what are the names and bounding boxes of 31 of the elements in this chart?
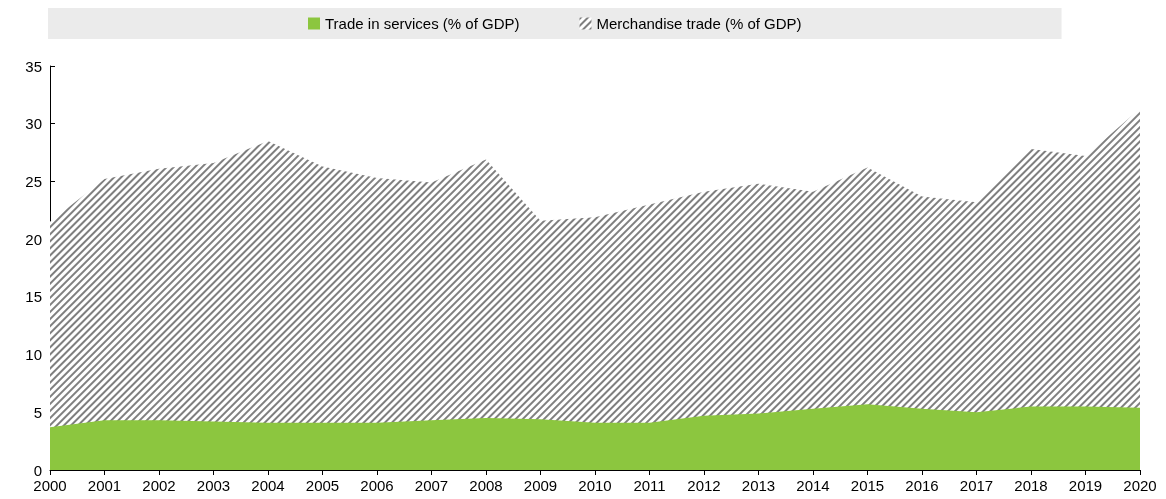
x-tick-label: 2010 bbox=[578, 477, 612, 494]
x-tick-label: 2002 bbox=[142, 477, 176, 494]
x-tick-label: 2014 bbox=[796, 477, 830, 494]
legend-label: Merchandise trade (% of GDP) bbox=[596, 15, 802, 32]
y-tick-label: 25 bbox=[25, 172, 42, 190]
x-tick-label: 2020 bbox=[1123, 477, 1157, 494]
x-tick-label: 2000 bbox=[33, 477, 67, 494]
y-tick-label: 35 bbox=[25, 57, 42, 75]
y-tick-label: 15 bbox=[25, 288, 42, 306]
y-tick-label: 5 bbox=[33, 403, 42, 421]
x-tick-label: 2001 bbox=[87, 477, 122, 494]
x-tick-label: 2015 bbox=[850, 477, 885, 494]
x-tick-label: 2011 bbox=[633, 477, 666, 494]
x-tick-label: 2013 bbox=[741, 477, 776, 494]
x-tick-label: 2008 bbox=[469, 477, 503, 494]
x-tick-label: 2018 bbox=[1014, 477, 1048, 494]
y-tick-label: 10 bbox=[25, 346, 42, 364]
x-tick-label: 2003 bbox=[196, 477, 231, 494]
x-tick-label: 2017 bbox=[959, 477, 994, 494]
x-tick-label: 2005 bbox=[305, 477, 340, 494]
x-tick-label: 2016 bbox=[905, 477, 939, 494]
x-tick-label: 2009 bbox=[523, 477, 558, 494]
x-tick-label: 2004 bbox=[251, 477, 285, 494]
x-tick-label: 2012 bbox=[687, 477, 721, 494]
y-tick-label: 20 bbox=[25, 230, 42, 248]
y-tick-label: 30 bbox=[25, 115, 42, 133]
x-tick-label: 2019 bbox=[1068, 477, 1103, 494]
legend-label: Trade in services (% of GDP) bbox=[325, 15, 520, 32]
x-tick-label: 2007 bbox=[414, 477, 449, 494]
x-tick-label: 2006 bbox=[360, 477, 394, 494]
y-tick-label: 0 bbox=[33, 461, 42, 479]
